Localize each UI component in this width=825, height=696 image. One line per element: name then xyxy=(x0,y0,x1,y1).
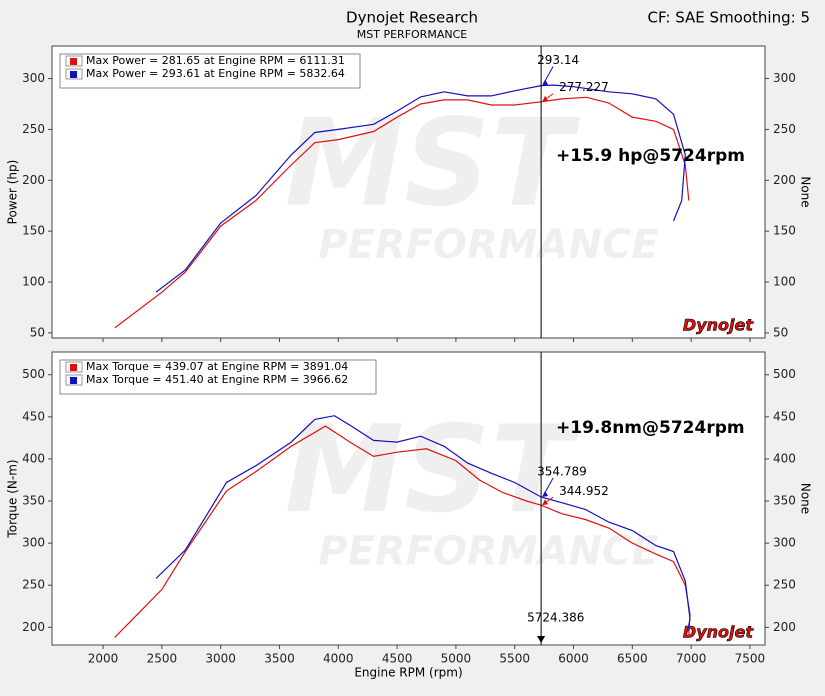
x-tick-label: 4500 xyxy=(382,652,413,666)
y2-tick-label: 500 xyxy=(773,367,796,381)
watermark: MST xyxy=(285,401,581,540)
readout-label: 293.14 xyxy=(537,53,579,67)
cursor-x-label: 5724.386 xyxy=(527,611,584,625)
y-tick-label: 450 xyxy=(22,409,45,423)
y-tick-label: 200 xyxy=(22,620,45,634)
legend-box xyxy=(59,359,377,395)
y-tick-label: 250 xyxy=(22,578,45,592)
series-line xyxy=(114,425,691,638)
x-tick-label: 6000 xyxy=(558,652,589,666)
y-axis-label: Torque (N-m) xyxy=(6,459,20,538)
y2-tick-label: 350 xyxy=(773,494,796,508)
y-tick-label: 50 xyxy=(30,325,45,339)
readout-label: 277.227 xyxy=(559,80,609,94)
smoothing-info: CF: SAE Smoothing: 5 xyxy=(647,9,810,27)
y2-tick-label: 200 xyxy=(773,173,796,187)
plot-area xyxy=(51,351,766,646)
y-tick-label: 150 xyxy=(22,224,45,238)
legend-swatch xyxy=(70,71,77,78)
y-tick-label: 300 xyxy=(22,536,45,550)
y-tick-label: 300 xyxy=(22,71,45,85)
x-tick-label: 3500 xyxy=(264,652,295,666)
readout-arrowhead xyxy=(542,79,549,86)
y2-axis-label: None xyxy=(799,176,813,207)
annotation: +19.8nm@5724rpm xyxy=(556,418,745,438)
series-line xyxy=(155,84,686,293)
readout-label: 344.952 xyxy=(559,484,609,498)
x-tick-label: 2500 xyxy=(147,652,178,666)
logo: Dynojet xyxy=(683,316,754,335)
y-tick-label: 500 xyxy=(22,367,45,381)
y2-tick-label: 450 xyxy=(773,409,796,423)
readout-arrowhead xyxy=(542,95,549,102)
series-line xyxy=(155,415,691,632)
watermark: PERFORMANCE xyxy=(318,222,659,268)
y2-tick-label: 50 xyxy=(773,325,788,339)
legend-box xyxy=(59,53,361,89)
y2-tick-label: 300 xyxy=(773,71,796,85)
y-tick-label: 200 xyxy=(22,173,45,187)
readout-label: 354.789 xyxy=(537,464,587,478)
x-tick-label: 4000 xyxy=(323,652,354,666)
legend-label: Max Torque = 451.40 at Engine RPM = 3966… xyxy=(86,373,348,386)
x-tick-label: 7000 xyxy=(676,652,707,666)
logo: Dynojet xyxy=(683,623,754,642)
readout-arrowhead xyxy=(542,490,549,497)
x-tick-label: 2000 xyxy=(88,652,119,666)
y-tick-label: 400 xyxy=(22,451,45,465)
annotation: +15.9 hp@5724rpm xyxy=(556,146,745,166)
plot-area xyxy=(51,45,766,339)
title: Dynojet Research xyxy=(346,9,478,27)
y-axis-label: Power (hp) xyxy=(6,160,20,225)
y2-tick-label: 250 xyxy=(773,122,796,136)
legend-label: Max Power = 293.61 at Engine RPM = 5832.… xyxy=(86,67,345,80)
legend-swatch xyxy=(70,58,77,65)
legend-label: Max Torque = 439.07 at Engine RPM = 3891… xyxy=(86,360,348,373)
x-tick-label: 3000 xyxy=(205,652,236,666)
legend-label: Max Power = 281.65 at Engine RPM = 6111.… xyxy=(86,54,345,67)
watermark: MST xyxy=(285,95,581,234)
y2-tick-label: 200 xyxy=(773,620,796,634)
y2-axis-label: None xyxy=(799,483,813,514)
y-tick-label: 350 xyxy=(22,494,45,508)
x-tick-label: 5500 xyxy=(499,652,530,666)
y-tick-label: 100 xyxy=(22,275,45,289)
x-tick-label: 5000 xyxy=(441,652,472,666)
series-line xyxy=(114,96,690,329)
x-tick-label: 7500 xyxy=(735,652,766,666)
x-tick-label: 6500 xyxy=(617,652,648,666)
x-axis-label: Engine RPM (rpm) xyxy=(354,666,462,680)
y2-tick-label: 150 xyxy=(773,224,796,238)
y2-tick-label: 250 xyxy=(773,578,796,592)
y2-tick-label: 100 xyxy=(773,275,796,289)
y2-tick-label: 400 xyxy=(773,451,796,465)
cursor-x-arrow xyxy=(537,636,546,643)
legend-swatch xyxy=(70,364,77,371)
y2-tick-label: 300 xyxy=(773,536,796,550)
readout-arrowhead xyxy=(542,499,549,506)
y-tick-label: 250 xyxy=(22,122,45,136)
legend-swatch xyxy=(70,377,77,384)
watermark: PERFORMANCE xyxy=(318,529,659,575)
subtitle: MST PERFORMANCE xyxy=(357,28,467,41)
